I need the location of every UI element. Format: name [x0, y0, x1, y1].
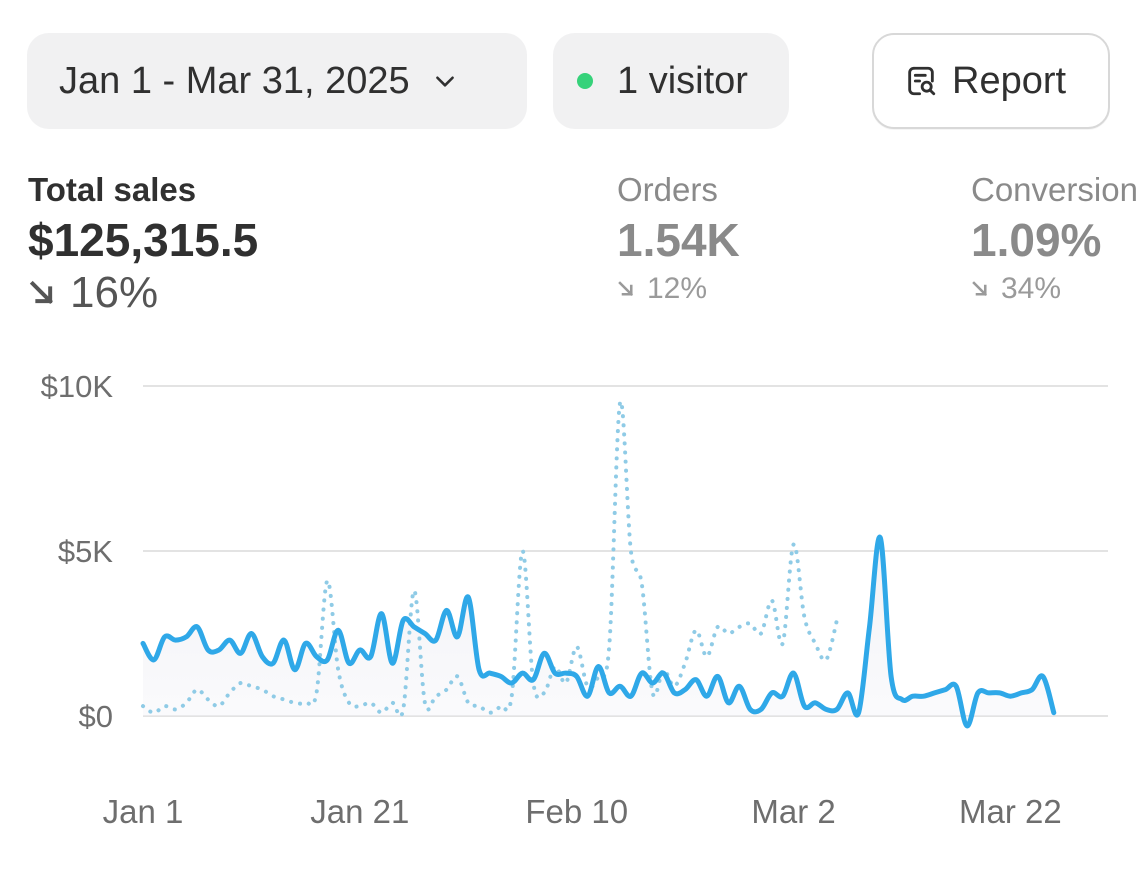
- live-status-dot: [577, 73, 593, 89]
- metric-delta-value: 16%: [70, 268, 159, 317]
- x-tick-label: Mar 2: [751, 793, 835, 830]
- arrow-down-right-icon: [972, 281, 988, 297]
- x-tick-label: Feb 10: [525, 793, 628, 830]
- metric-total-sales[interactable]: Total sales $125,315.5 16%: [28, 170, 258, 318]
- metric-value: $125,315.5: [28, 214, 259, 266]
- comparison-period-line: [141, 399, 839, 719]
- live-visitors-button[interactable]: 1 visitor: [553, 33, 789, 129]
- arrow-down-right-icon: [29, 280, 53, 304]
- x-tick-label: Jan 21: [310, 793, 409, 830]
- date-range-label: Jan 1 - Mar 31, 2025: [59, 59, 410, 102]
- x-tick-label: Jan 1: [103, 793, 184, 830]
- y-tick-label: $5K: [58, 534, 113, 569]
- metric-delta: 12%: [617, 272, 740, 306]
- report-search-icon: [908, 66, 936, 96]
- metric-delta: 16%: [28, 268, 258, 318]
- metric-value: 1.09%: [971, 214, 1102, 266]
- metric-delta-value: 12%: [647, 272, 708, 305]
- metric-orders[interactable]: Orders 1.54K 12%: [617, 170, 740, 306]
- report-button[interactable]: Report: [872, 33, 1110, 129]
- x-tick-label: Mar 22: [959, 793, 1062, 830]
- y-tick-label: $10K: [41, 369, 114, 404]
- current-period-line: [140, 534, 1057, 729]
- chevron-down-icon: [435, 76, 454, 87]
- visitor-count-label: 1 visitor: [617, 59, 748, 102]
- metric-label: Conversion: [971, 171, 1136, 208]
- sales-line-chart[interactable]: $0 $5K $10K Jan 1 Jan 21 Feb 10 Mar 2 Mar 22: [0, 350, 1136, 850]
- current-period-area: [143, 537, 1054, 726]
- metric-delta: 34%: [971, 272, 1136, 306]
- arrow-down-right-icon: [618, 281, 634, 297]
- report-label: Report: [952, 59, 1067, 102]
- date-range-selector[interactable]: Jan 1 - Mar 31, 2025: [27, 33, 527, 129]
- metric-label: Total sales: [28, 171, 197, 208]
- metric-delta-value: 34%: [1001, 272, 1062, 305]
- metric-label: Orders: [617, 171, 718, 208]
- metric-conversion[interactable]: Conversion 1.09% 34%: [971, 170, 1136, 306]
- y-tick-label: $0: [79, 699, 113, 734]
- metric-value: 1.54K: [617, 214, 740, 266]
